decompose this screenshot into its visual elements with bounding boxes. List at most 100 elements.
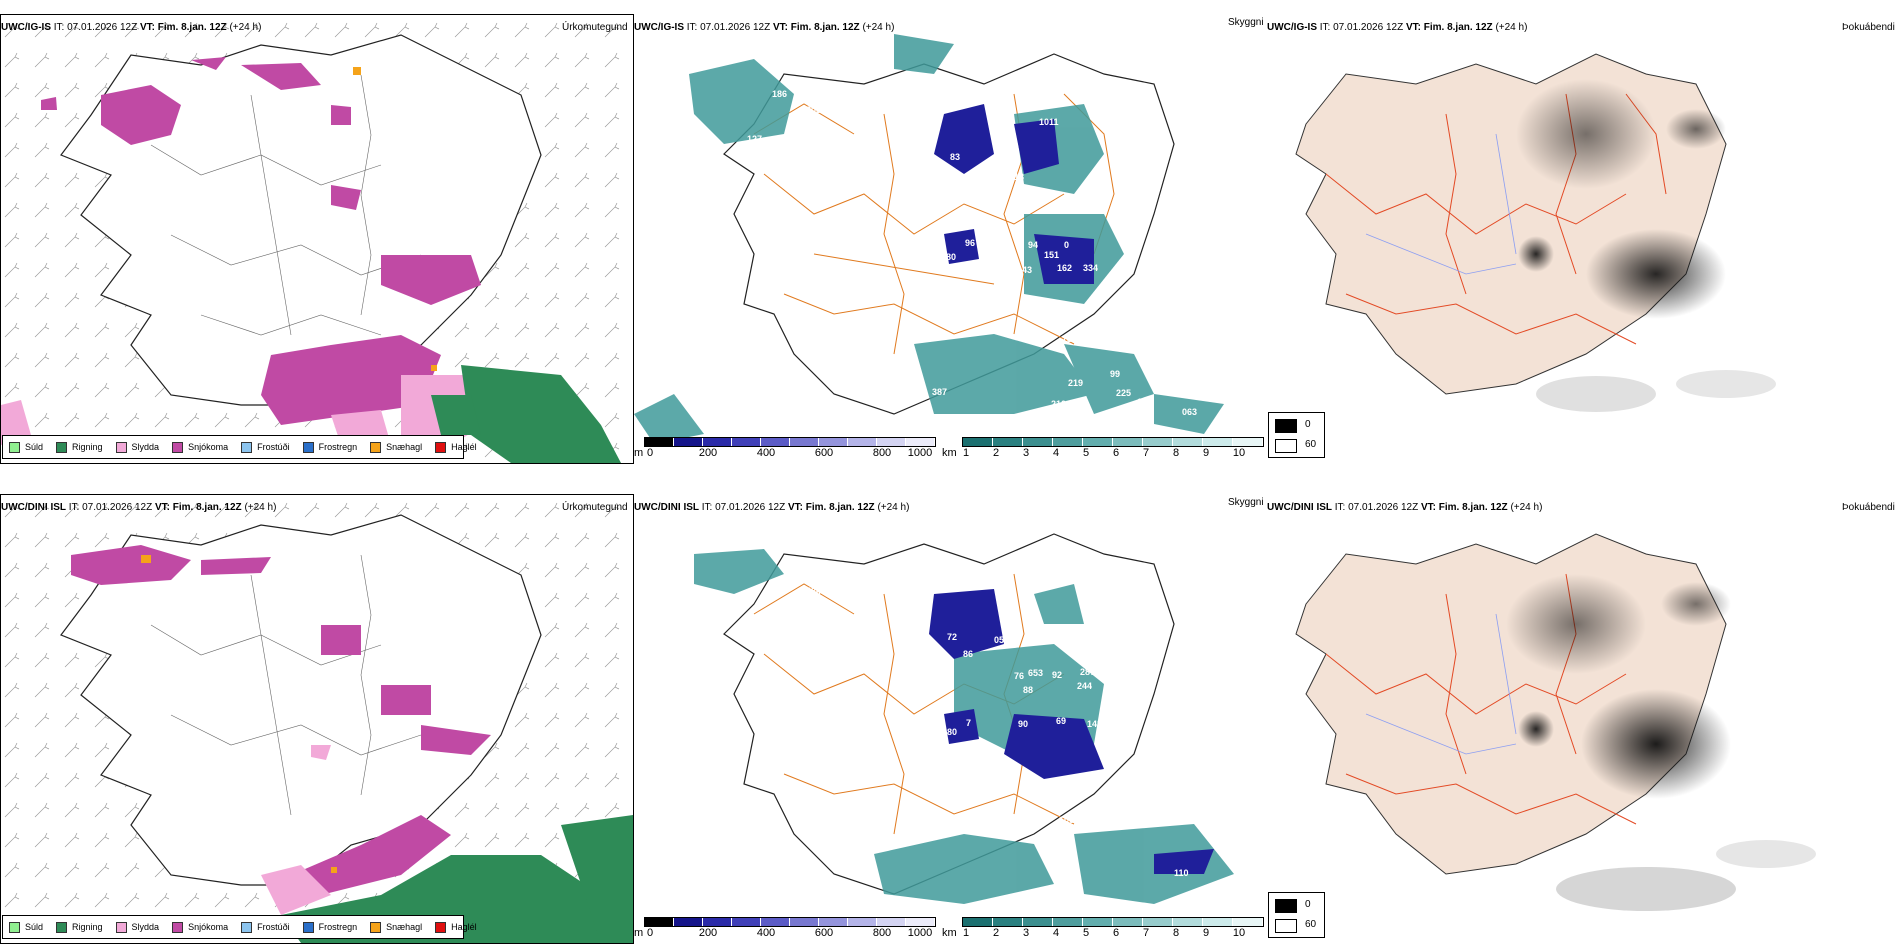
colorbar-tick: 7 <box>1142 927 1150 939</box>
colorbar-unit: m <box>634 447 644 459</box>
model-name: UWC/DINI ISL <box>1267 502 1332 513</box>
fog-legend-low: 60 <box>1305 919 1317 930</box>
cloud-label: 143 <box>1017 265 1033 275</box>
fog-legend-light <box>1275 919 1297 933</box>
cloud-label: 287 <box>1080 667 1096 677</box>
legend-swatch <box>370 441 382 453</box>
lead-time: (+24 h) <box>1495 22 1528 33</box>
it-value: 07.01.2026 12Z <box>715 502 786 513</box>
vt-value: Fim. 8.jan. 12Z <box>1423 22 1493 33</box>
fog-legend-low: 60 <box>1305 439 1317 450</box>
colorbar-tick: 400 <box>756 927 776 939</box>
legend-swatch <box>9 441 20 453</box>
cloud-label: 193 <box>906 385 922 395</box>
colorbar-tick: 10 <box>1232 447 1246 459</box>
it-value: 07.01.2026 12Z <box>1333 22 1404 33</box>
cloud-label: 151 <box>1044 250 1060 260</box>
fog-legend-dark <box>1275 899 1297 913</box>
legend-item-rigning: Rigning <box>56 921 103 933</box>
cloud-label: 7 <box>966 718 972 728</box>
cloud-label: 127 <box>747 134 763 144</box>
precip-title-top: Úrkomutegund <box>562 22 628 33</box>
cloud-base-colorbar-top: m 0 200 400 600 800 1000 <box>634 437 936 461</box>
colorbar-tick: 3 <box>1022 447 1030 459</box>
fog-legend-bottom: 0 60 <box>1268 892 1325 938</box>
colorbar-tick: 1000 <box>907 927 933 939</box>
cloud-label: 69 <box>1056 716 1067 726</box>
colorbar-strip <box>962 437 1264 447</box>
cloud-label: 179 <box>978 424 994 434</box>
vt-label: VT: <box>1405 22 1421 33</box>
cloud-label: 121 <box>736 598 752 608</box>
lead-time: (+24 h) <box>1510 502 1543 513</box>
precip-map-top <box>1 15 633 463</box>
lead-time: (+24 h) <box>862 22 895 33</box>
colorbar-tick: 1000 <box>907 447 933 459</box>
colorbar-strip <box>962 917 1264 927</box>
colorbar-tick: 3 <box>1022 927 1030 939</box>
model-name: UWC/IG-IS <box>1 22 51 33</box>
fog-panel-bottom <box>1266 494 1900 934</box>
cloud-label: 225 <box>1116 388 1132 398</box>
legend-item-hagel: Haglél <box>435 921 477 933</box>
colorbar-strip <box>644 917 936 927</box>
legend-item-slydda: Slydda <box>115 441 159 453</box>
colorbar-tick: 6 <box>1112 927 1120 939</box>
colorbar-tick: 6 <box>1112 447 1120 459</box>
colorbar-tick: 8 <box>1172 447 1180 459</box>
colorbar-tick: 2 <box>992 447 1000 459</box>
colorbar-tick: 600 <box>814 447 834 459</box>
lead-time: (+24 h) <box>229 22 262 33</box>
fog-legend-light <box>1275 439 1297 453</box>
cloud-label: 219 <box>1068 378 1084 388</box>
colorbar-tick: 800 <box>872 927 892 939</box>
legend-swatch <box>56 921 68 933</box>
colorbar-tick: 9 <box>1202 927 1210 939</box>
it-value: 07.01.2026 12Z <box>67 22 138 33</box>
legend-swatch <box>115 441 127 453</box>
cloud-label: 1011 <box>1039 117 1059 127</box>
legend-swatch <box>56 441 68 453</box>
fog-title-top: Þokuábendi <box>1842 22 1895 33</box>
cloud-label: 99 <box>1110 369 1121 379</box>
cloud-label: 73 <box>1062 334 1073 344</box>
cloud-label: 84 <box>957 178 968 188</box>
cloud-label: 80 <box>947 727 958 737</box>
colorbar-tick: 200 <box>698 927 718 939</box>
legend-item-frostudi: Frostúði <box>241 921 290 933</box>
cloud-label: 244 <box>1077 681 1093 691</box>
cloud-label: 653 <box>1028 668 1044 678</box>
colorbar-tick: 0 <box>646 447 654 459</box>
cloud-label: 86 <box>963 649 974 659</box>
vt-value: Fim. 8.jan. 12Z <box>172 502 242 513</box>
vt-label: VT: <box>154 502 170 513</box>
legend-swatch <box>435 921 447 933</box>
fog-legend-dark <box>1275 419 1297 433</box>
cloud-label: 05 <box>994 635 1005 645</box>
colorbar-tick: 8 <box>1172 927 1180 939</box>
model-name: UWC/IG-IS <box>634 22 684 33</box>
visibility-map-top <box>634 34 1224 444</box>
vt-label: VT: <box>787 502 803 513</box>
it-label: IT: <box>686 22 698 33</box>
legend-item-frostudi: Frostúði <box>241 441 290 453</box>
cloud-label: 387 <box>932 387 948 397</box>
legend-swatch <box>241 441 253 453</box>
colorbar-unit: km <box>942 447 957 459</box>
colorbar-tick: 2 <box>992 927 1000 939</box>
cloud-label: 334 <box>1083 263 1099 273</box>
vt-value: Fim. 8.jan. 12Z <box>790 22 860 33</box>
cloud-label: 11 <box>1137 397 1147 407</box>
it-label: IT: <box>701 502 713 513</box>
visibility-panel-top: 186 805 127 1011 83 90 18 84 14 10 159 9… <box>634 14 1264 454</box>
colorbar-tick: 400 <box>756 447 776 459</box>
legend-item-sudl: Súld <box>9 921 43 933</box>
cloud-label: 14 <box>1010 200 1021 210</box>
colorbar-tick: 4 <box>1052 447 1060 459</box>
colorbar-tick: 4 <box>1052 927 1060 939</box>
fog-map-top <box>1295 53 1776 412</box>
cloud-label: 106 <box>1059 815 1075 825</box>
visibility-title-top: Skyggni <box>1228 17 1264 28</box>
lead-time: (+24 h) <box>244 502 277 513</box>
it-label: IT: <box>53 22 65 33</box>
